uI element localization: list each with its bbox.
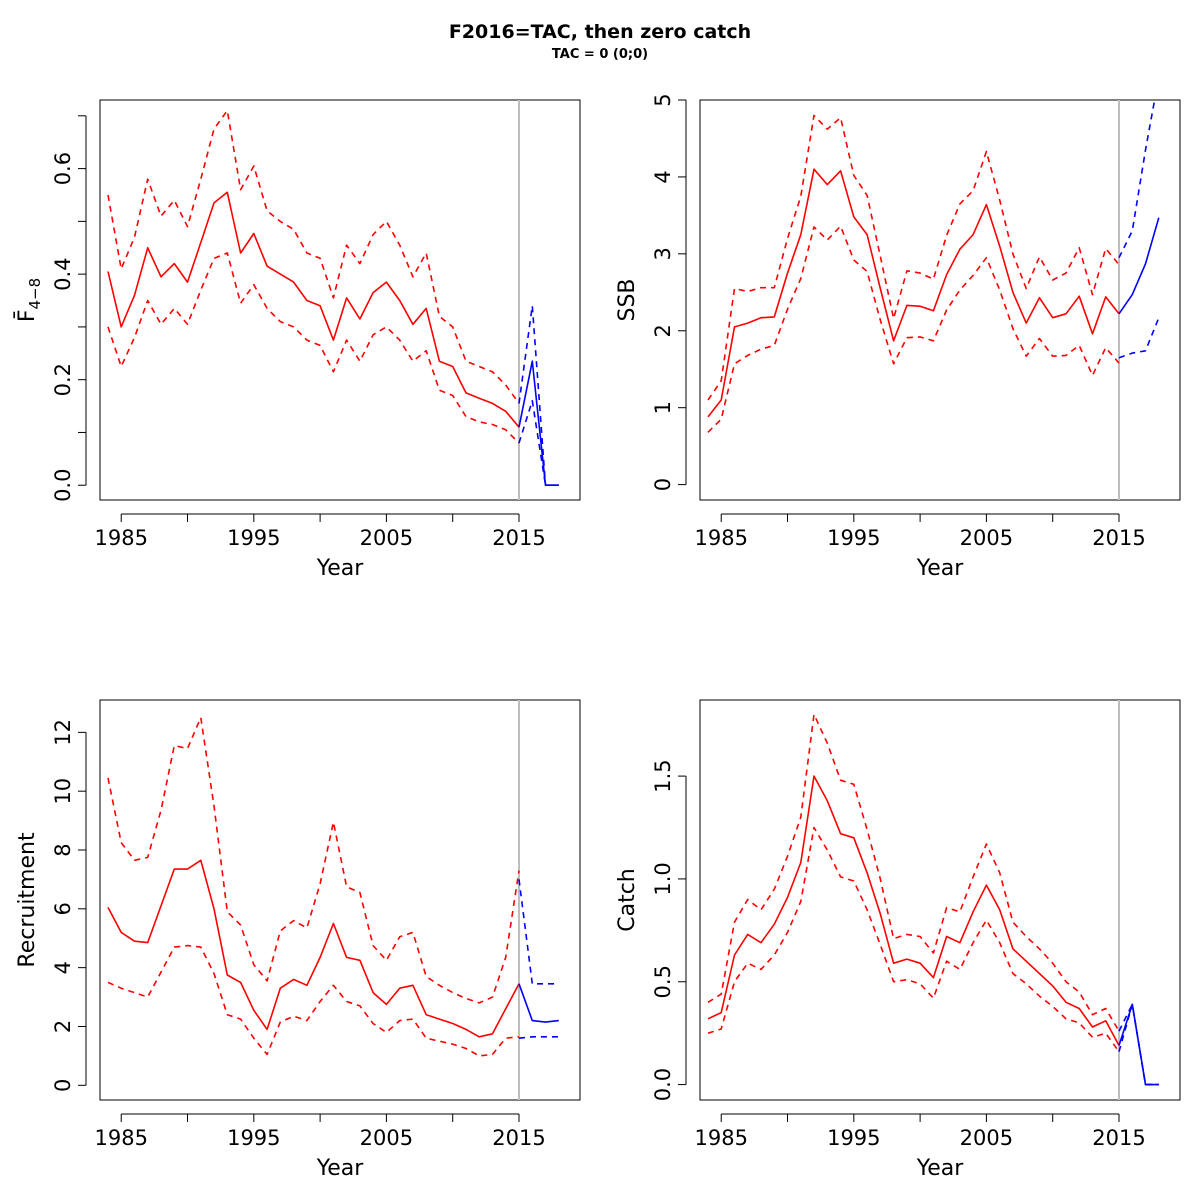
panel-catch: 1985 1995 2005 2015 Year 0.0 0.5 1.0 1.5 Catch [615, 699, 1181, 1181]
forecast-estimate-line [1118, 1003, 1159, 1086]
x-tick-label: 2005 [360, 526, 413, 550]
y-axis-label: Recruitment [15, 832, 40, 968]
history-lower-line [107, 252, 520, 444]
x-tick-label: 1985 [94, 526, 147, 550]
series-group [707, 100, 1160, 433]
x-tick-label: 1995 [227, 1126, 280, 1150]
y-tick-label: 12 [51, 719, 75, 746]
x-tick-label: 1995 [227, 526, 280, 550]
panel-recruitment: 1985 1995 2005 2015 Year 0 2 4 6 8 10 12 Recruitment [15, 699, 581, 1181]
history-lower-line [107, 944, 520, 1057]
chart-subtitle: TAC = 0 (0;0) [551, 47, 649, 62]
series-group [707, 713, 1159, 1086]
y-tick-label: 0.0 [651, 1068, 675, 1101]
y-axis-label: Catch [615, 868, 640, 932]
history-estimate-line [107, 191, 520, 428]
x-axis: 1985 1995 2005 2015 Year [694, 513, 1146, 581]
x-axis-label: Year [916, 556, 965, 581]
plot-frame [99, 99, 581, 501]
y-tick-label: 0 [651, 478, 675, 491]
y-tick-label: 1 [651, 401, 675, 414]
history-upper-line [707, 713, 1120, 1032]
series-group [107, 109, 559, 487]
history-estimate-line [107, 859, 520, 1038]
x-axis: 1985 1995 2005 2015 Year [694, 1113, 1146, 1181]
y-tick-label: 3 [651, 247, 675, 260]
x-tick-label: 2005 [960, 526, 1013, 550]
panel-fbar: 1985 1995 2005 2015 Year 0.0 0.2 0.4 0.6 F̄4−8 [14, 99, 581, 581]
y-tick-label: 0.4 [51, 257, 75, 290]
plot-frame [99, 699, 581, 1101]
x-tick-label: 1985 [94, 1126, 147, 1150]
y-axis: 0 2 4 6 8 10 12 Recruitment [15, 719, 87, 1092]
y-tick-label: 4 [651, 170, 675, 183]
y-tick-label: 2 [51, 1020, 75, 1033]
y-axis: 0.0 0.5 1.0 1.5 Catch [615, 759, 687, 1101]
y-tick-label: 8 [51, 843, 75, 856]
x-tick-label: 2015 [1092, 526, 1145, 550]
x-tick-label: 2015 [492, 1126, 545, 1150]
x-axis-label: Year [316, 556, 365, 581]
x-axis-label: Year [916, 1156, 965, 1181]
forecast-upper-line [518, 304, 559, 487]
history-estimate-line [707, 168, 1120, 418]
x-tick-label: 2005 [960, 1126, 1013, 1150]
history-lower-line [707, 826, 1120, 1053]
history-upper-line [107, 716, 520, 1004]
y-tick-label: 10 [51, 778, 75, 805]
y-tick-label: 0.2 [51, 363, 75, 396]
plot-frame [699, 99, 1181, 501]
y-tick-label: 0.6 [51, 152, 75, 185]
y-axis: 0.0 0.2 0.4 0.6 F̄4−8 [14, 115, 87, 502]
y-axis: 0 1 2 3 4 5 SSB [615, 93, 687, 491]
x-axis-label: Year [316, 1156, 365, 1181]
y-tick-label: 2 [651, 324, 675, 337]
series-group [107, 716, 559, 1057]
x-tick-label: 2005 [360, 1126, 413, 1150]
forecast-upper-line [518, 879, 559, 985]
x-tick-label: 1985 [694, 526, 747, 550]
y-axis-label: SSB [615, 278, 640, 321]
panel-ssb: 1985 1995 2005 2015 Year 0 1 2 3 4 5 SSB [615, 93, 1181, 581]
y-tick-label: 1.5 [651, 759, 675, 792]
y-axis-label-subscript: 4−8 [26, 278, 44, 310]
forecast-upper-line [1118, 100, 1156, 259]
x-tick-label: 1995 [827, 526, 880, 550]
forecast-estimate-line [518, 360, 559, 487]
y-tick-label: 4 [51, 961, 75, 974]
y-tick-label: 0 [51, 1079, 75, 1092]
forecast-lower-line [518, 1036, 559, 1039]
y-tick-label: 1.0 [651, 862, 675, 895]
x-tick-label: 2015 [1092, 1126, 1145, 1150]
chart-title: F2016=TAC, then zero catch [448, 21, 752, 43]
y-tick-label: 0.0 [51, 469, 75, 502]
history-lower-line [707, 225, 1120, 433]
history-estimate-line [707, 775, 1120, 1046]
forecast-lower-line [518, 399, 559, 487]
y-axis-label: F̄4−8 [14, 278, 44, 322]
y-tick-label: 5 [651, 93, 675, 106]
plot-frame [699, 699, 1181, 1101]
y-tick-label: 0.5 [651, 965, 675, 998]
forecast-lower-line [1118, 317, 1160, 359]
x-tick-label: 1985 [694, 1126, 747, 1150]
x-axis: 1985 1995 2005 2015 Year [94, 1113, 546, 1181]
x-tick-label: 1995 [827, 1126, 880, 1150]
y-tick-label: 6 [51, 902, 75, 915]
x-tick-label: 2015 [492, 526, 545, 550]
history-upper-line [707, 114, 1120, 401]
forecast-estimate-line [1118, 217, 1160, 315]
history-upper-line [107, 109, 520, 404]
forecast-estimate-line [518, 983, 559, 1023]
x-axis: 1985 1995 2005 2015 Year [94, 513, 546, 581]
